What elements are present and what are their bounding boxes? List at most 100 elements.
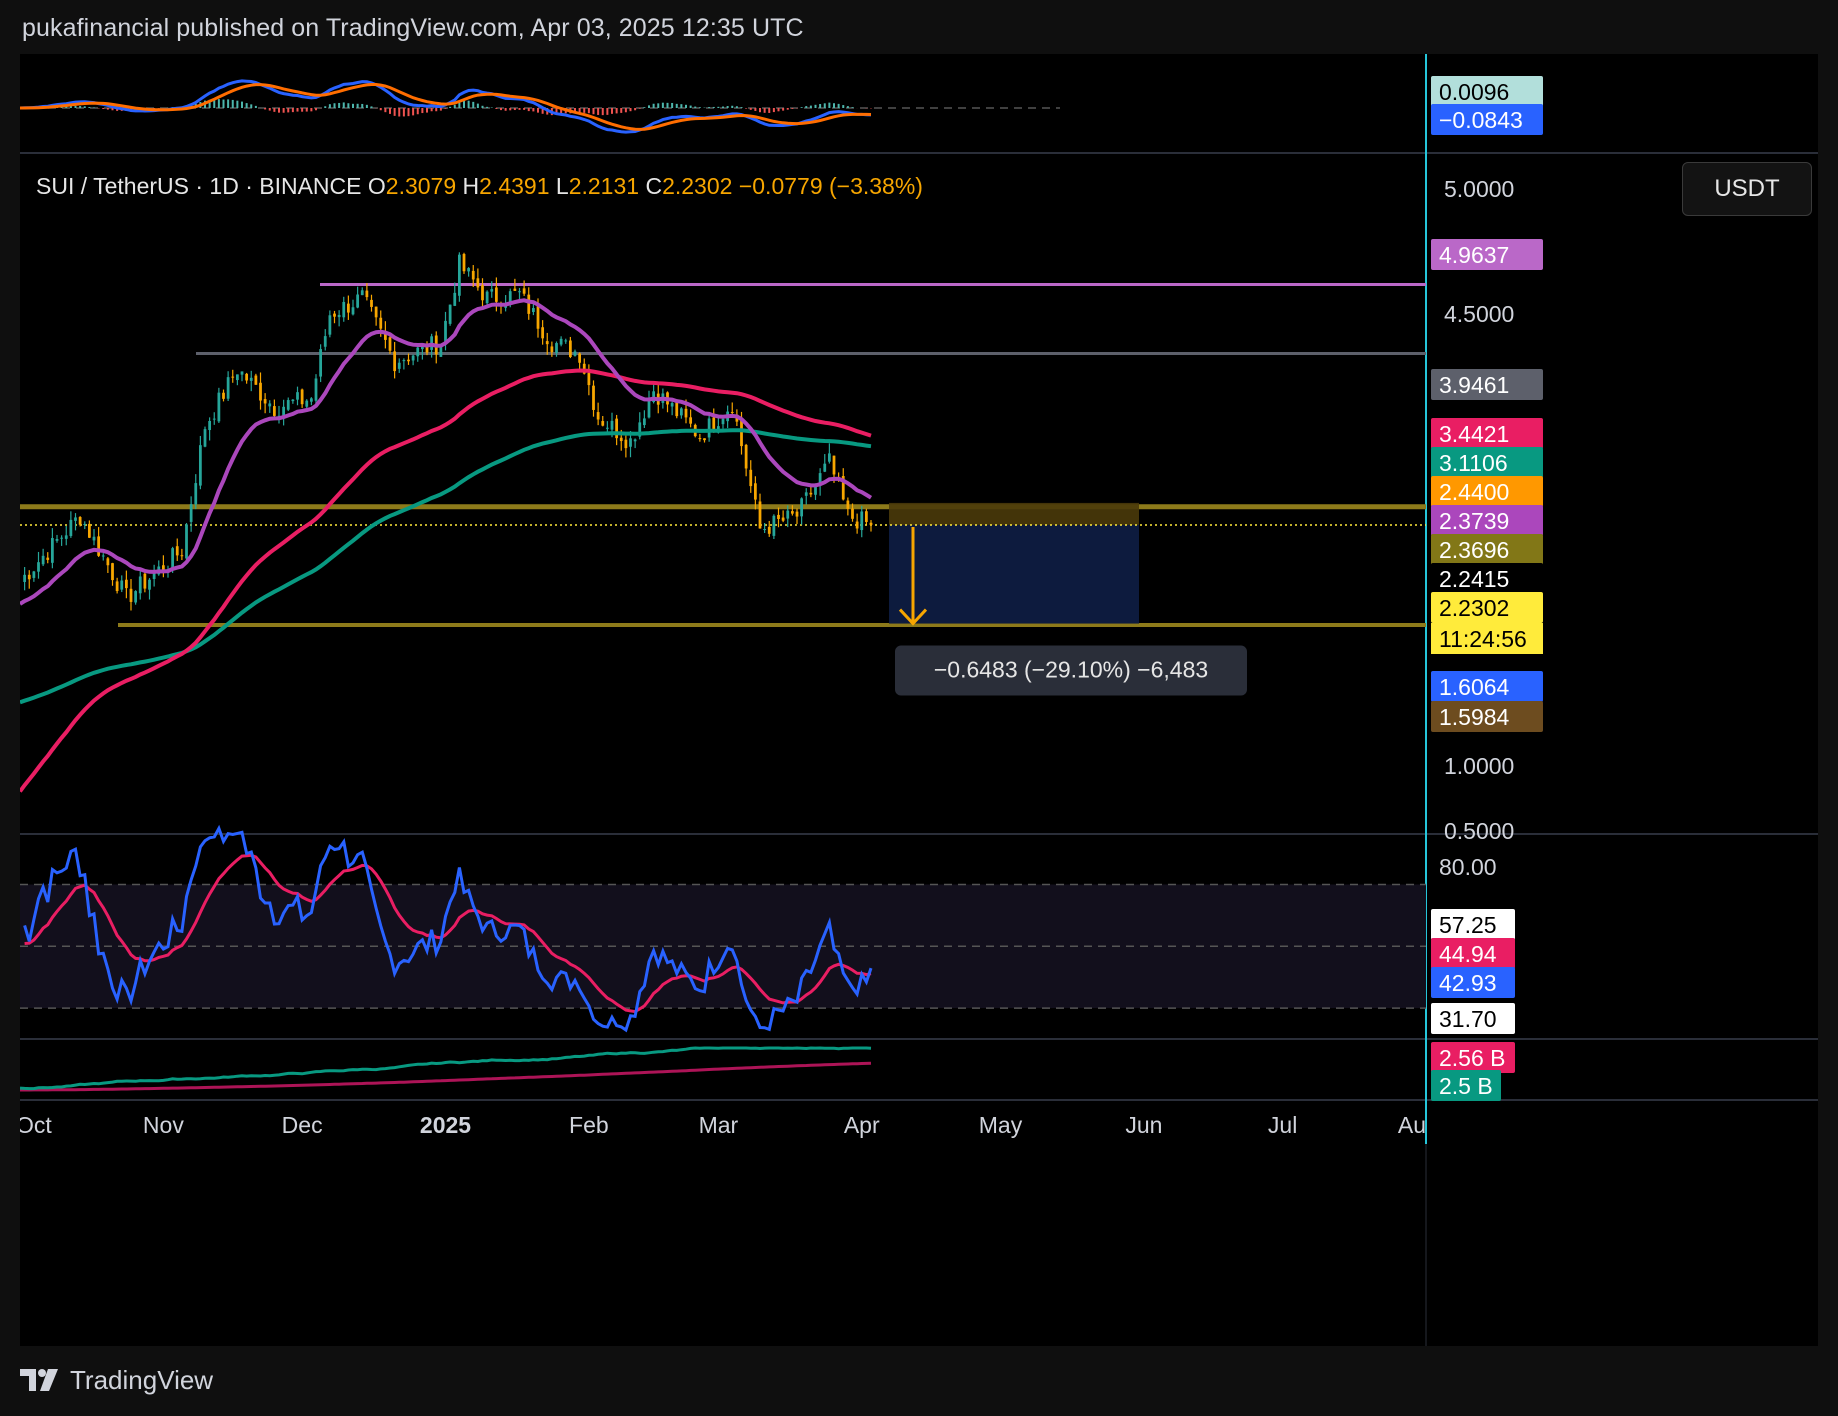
macd-hist-bar	[384, 108, 387, 113]
rsi-label-2-bg	[1431, 938, 1515, 969]
macd-hist-bar	[342, 102, 345, 108]
macd-hist-bar	[416, 108, 419, 115]
macd-hist-bar	[472, 101, 475, 108]
macd-hist-bar	[481, 105, 484, 108]
macd-hist-bar	[227, 99, 230, 108]
candle-body	[208, 420, 212, 431]
candle-body	[69, 519, 73, 536]
price-label-6-text: 2.3696	[1439, 537, 1509, 563]
macd-hist-bar	[782, 108, 785, 111]
candle-body	[444, 320, 447, 344]
candle-body	[305, 400, 309, 407]
macd-hist-bar	[370, 106, 373, 108]
macd-hist-bar	[749, 108, 752, 110]
candle-body	[749, 469, 753, 487]
candle-body	[855, 521, 859, 529]
ohlc-legend: SUI / TetherUS · 1D · BINANCE O2.3079 H2…	[36, 173, 923, 199]
macd-hist-bar	[504, 108, 507, 111]
macd-hist-bar	[495, 108, 498, 109]
price-label-4: 2.4400	[1431, 476, 1543, 507]
macd-hist-bar	[407, 108, 410, 117]
macd-hist-bar	[726, 106, 729, 108]
macd-hist-bar	[222, 99, 225, 108]
macd-hist-bar	[722, 106, 724, 108]
tradingview-logo-icon	[20, 1369, 58, 1391]
macd-hist-bar	[467, 100, 470, 108]
price-label-10: 1.5984	[1431, 701, 1543, 732]
price-label-10-text: 1.5984	[1439, 704, 1510, 730]
macd-hist-bar	[213, 99, 216, 108]
macd-hist-bar	[287, 108, 290, 113]
candle-body	[245, 373, 249, 381]
candle-body	[758, 501, 762, 529]
macd-hist-bar	[800, 107, 803, 108]
macd-hist-bar	[305, 108, 308, 112]
candle-body	[259, 382, 262, 401]
candle-body	[97, 536, 101, 556]
candle-body	[115, 581, 119, 592]
candle-body	[148, 579, 151, 590]
currency-selector[interactable]: USDT	[1682, 162, 1812, 216]
macd-hist-bar	[449, 106, 452, 108]
price-label-2-text: 3.4421	[1439, 421, 1509, 447]
macd-hist-bar	[624, 108, 627, 113]
candle-body	[448, 304, 452, 324]
macd-hist-bar	[412, 108, 415, 116]
price-label-6-bg	[1431, 534, 1543, 565]
candle-body	[175, 546, 179, 556]
candle-body	[161, 565, 165, 571]
price-label-4-text: 2.4400	[1439, 479, 1509, 505]
candle-body	[624, 439, 628, 449]
price-label-2: 3.4421	[1431, 418, 1543, 449]
price-label-2-bg	[1431, 418, 1543, 449]
macd-hist-bar	[680, 104, 683, 108]
candle-body	[462, 254, 466, 272]
macd-hist-bar	[291, 108, 294, 113]
candle-body	[675, 402, 679, 417]
macd-hist-bar	[698, 107, 701, 108]
candle-body	[203, 429, 207, 447]
candle-body	[485, 291, 489, 304]
macd-hist-bar	[689, 105, 692, 108]
price-label-8: 2.2302	[1431, 592, 1543, 623]
macd-hist-bar	[772, 108, 775, 113]
price-label-5-text: 2.3739	[1439, 508, 1509, 534]
macd-hist-bar	[606, 108, 609, 115]
macd-hist-bar	[527, 108, 530, 112]
macd-hist-bar	[745, 108, 748, 109]
macd-hist-bar	[389, 108, 391, 114]
pane-bg-3	[20, 1040, 1818, 1100]
macd-hist-bar	[786, 108, 789, 110]
time-axis-label-0: Oct	[20, 1112, 52, 1138]
macd-hist-bar	[643, 107, 646, 108]
candle-body	[453, 292, 457, 306]
chart-frame[interactable]: −0.6483 (−29.10%) −6,483 SUI / TetherUS ·…	[16, 54, 1818, 1346]
candle-body	[171, 548, 175, 569]
macd-hist-bar	[842, 105, 845, 108]
macd-hist-bar	[823, 103, 826, 108]
candle-body	[744, 444, 748, 469]
measure-label-bg	[895, 645, 1247, 696]
candle-body	[471, 270, 475, 280]
candle-body	[337, 314, 341, 318]
candle-body	[827, 453, 831, 462]
candle-body	[189, 504, 193, 522]
candle-body	[194, 483, 198, 505]
candle-body	[138, 576, 142, 594]
candle-body	[573, 351, 577, 356]
rsi-label-3-bg	[1431, 967, 1515, 998]
macd-hist-bar	[819, 104, 822, 108]
macd-hist-bar	[278, 108, 280, 113]
macd-hist-bar	[657, 103, 660, 108]
candle-body	[374, 306, 378, 318]
candle-body	[814, 485, 817, 495]
candle-body	[46, 557, 50, 560]
candle-body	[652, 391, 656, 402]
rsi-ma-line	[24, 853, 872, 1014]
macd-hist-bar	[324, 106, 327, 108]
candle-body	[494, 287, 498, 302]
chart-canvas[interactable]: −0.6483 (−29.10%) −6,483 SUI / TetherUS ·…	[16, 54, 1818, 1346]
candle-body	[467, 268, 471, 272]
candle-body	[670, 403, 674, 407]
macd-hist-bar	[837, 103, 840, 108]
